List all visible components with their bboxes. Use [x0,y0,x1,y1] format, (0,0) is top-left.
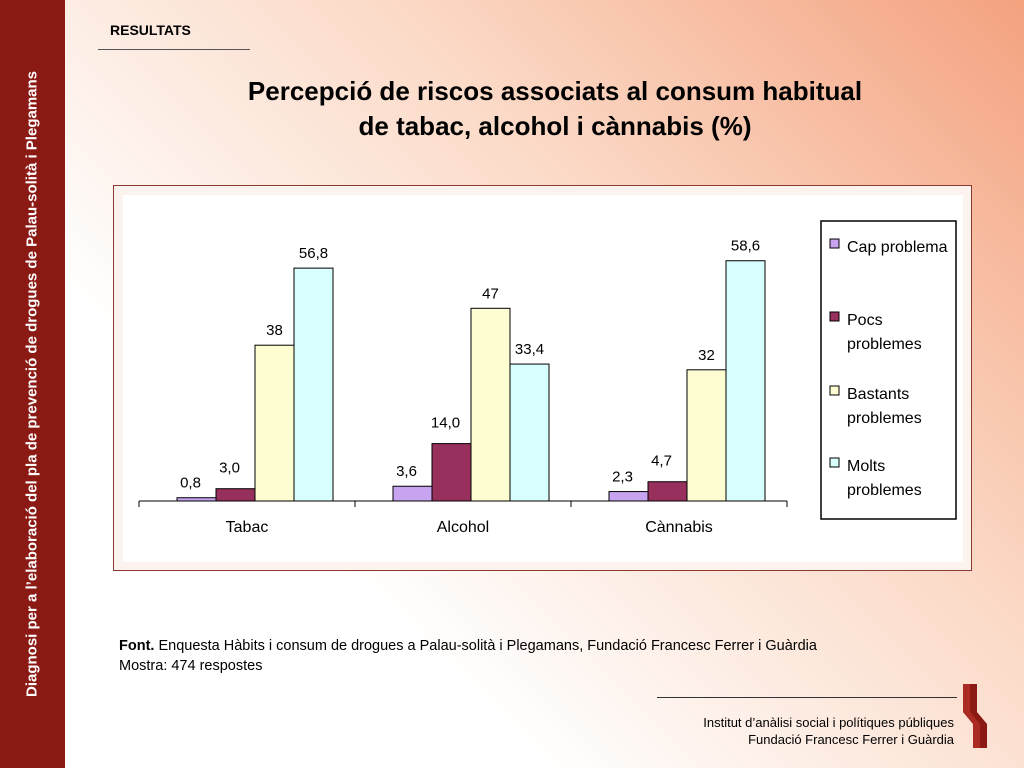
footer-foundation: Fundació Francesc Ferrer i Guàrdia [748,732,954,747]
page-title-line-1: Percepció de riscos associats al consum … [247,76,863,106]
section-underline [98,49,250,50]
data-label: 0,8 [180,475,201,492]
bar [725,260,766,502]
section-label: RESULTATS [110,22,191,38]
bar-chart: 0,8 3,6 2,3 3,0 14,0 4,7 38 47 32 56,8 33,4 58,6 Tab… [138,220,957,536]
sidebar-title: Diagnosi per a l’elaboració del pla de p… [23,70,41,698]
data-label: 38 [266,322,283,339]
bar [647,481,688,502]
data-label: 4,7 [651,453,672,470]
footer-credits: Institut d’anàlisi social i polítiques p… [600,714,954,748]
sample-size: Mostra: 474 respostes [119,658,263,674]
data-label: 56,8 [299,245,328,262]
bar [215,488,256,502]
x-tick-label: Tabac [226,519,269,536]
legend-label: Bastants [847,386,909,403]
x-tick-label: Cànnabis [645,519,713,536]
source-label: Font. [119,638,155,654]
bar [254,344,295,502]
sidebar-band: Diagnosi per a l’elaboració del pla de p… [0,0,65,768]
data-label: 14,0 [431,415,460,432]
legend-swatch [829,238,840,249]
bar [431,443,472,502]
source-line: Font. Enquesta Hàbits i consum de drogue… [119,636,817,656]
source-note: Font. Enquesta Hàbits i consum de drogue… [119,636,817,676]
legend-label: problemes [847,482,922,499]
bar [392,485,433,502]
foundation-logo-icon [963,684,987,748]
legend-label: problemes [847,336,922,353]
legend-swatch [829,385,840,396]
x-tick-label: Alcohol [437,519,489,536]
page-title: Percepció de riscos associats al consum … [140,74,970,144]
data-label: 3,6 [396,463,417,480]
legend-label: problemes [847,410,922,427]
legend-label: Cap problema [847,239,948,256]
chart-area: 0,8 3,6 2,3 3,0 14,0 4,7 38 47 32 56,8 33,4 58,6 Tab… [123,195,963,562]
data-label: 33,4 [515,341,544,358]
data-label: 2,3 [612,469,633,486]
data-label: 58,6 [731,238,760,255]
chart-frame: 0,8 3,6 2,3 3,0 14,0 4,7 38 47 32 56,8 33,4 58,6 Tab… [113,185,972,571]
data-label: 3,0 [219,460,240,477]
source-text: Enquesta Hàbits i consum de drogues a Pa… [154,638,817,654]
legend-box [820,220,957,520]
bar [176,497,217,502]
legend-label: Pocs [847,312,883,329]
bar [608,491,649,502]
legend-label: Molts [847,458,885,475]
legend-swatch [829,311,840,322]
bar [686,369,727,502]
footer-divider [657,697,957,698]
bar [470,307,511,502]
bar [293,267,334,502]
footer-institute: Institut d’anàlisi social i polítiques p… [703,715,954,730]
page-title-line-2: de tabac, alcohol i cànnabis (%) [358,111,752,141]
legend-swatch [829,457,840,468]
data-label: 32 [698,347,715,364]
bar [509,363,550,502]
data-label: 47 [482,285,499,302]
